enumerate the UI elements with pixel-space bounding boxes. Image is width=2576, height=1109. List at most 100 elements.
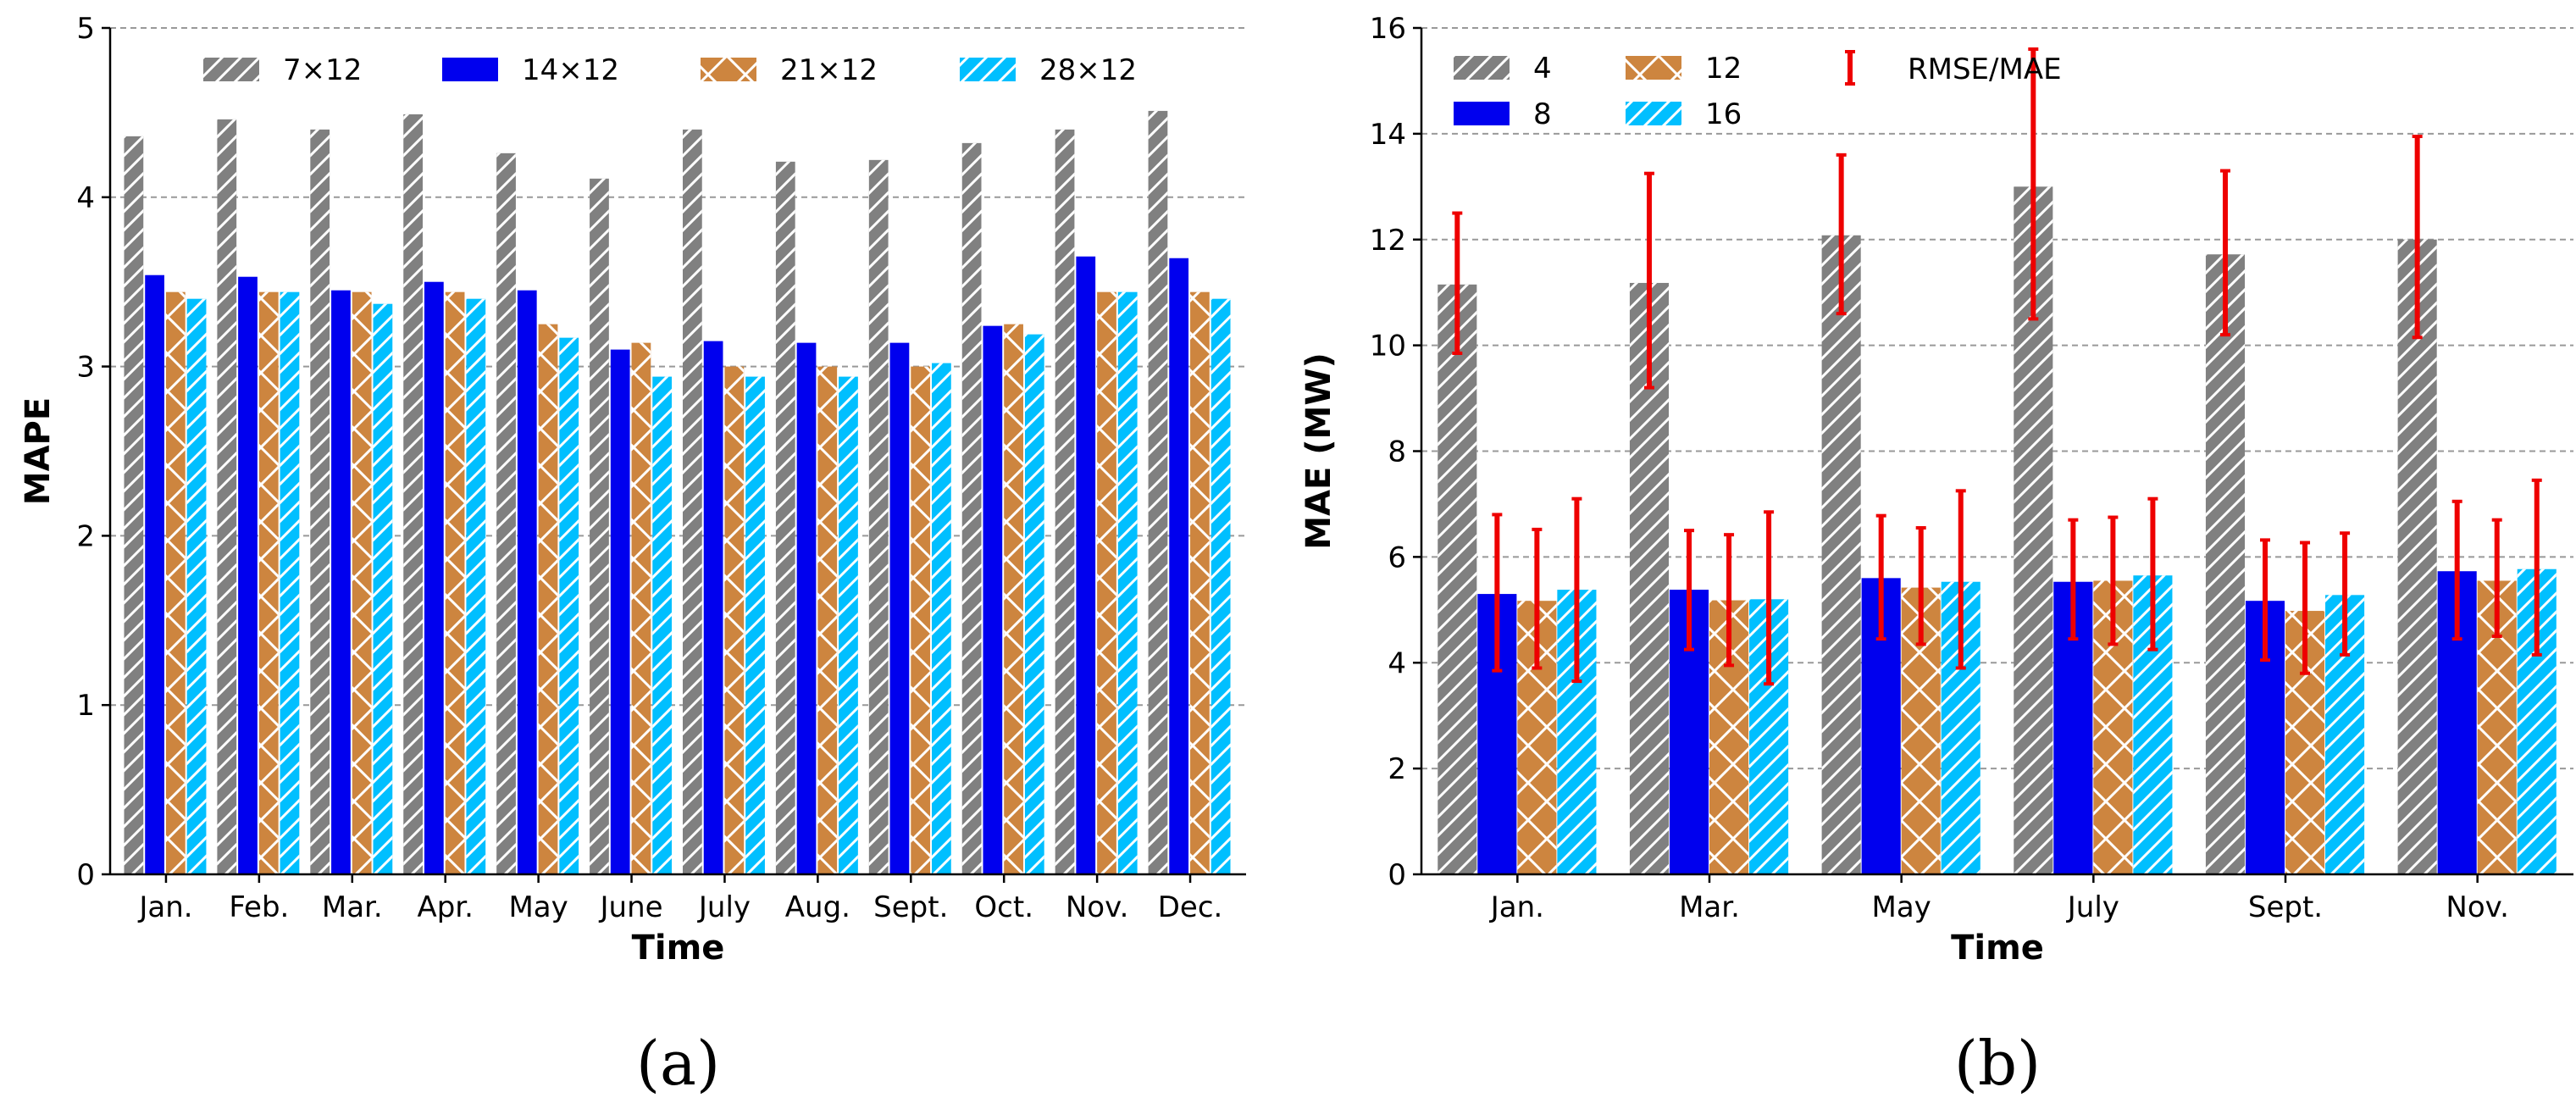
chart1-bar-4-Nov.-hatch (2397, 239, 2437, 874)
chart0-bar-14×12-Nov. (1076, 256, 1096, 875)
chart0-bar-21×12-Nov.-hatch (1097, 291, 1116, 874)
panel-a-chart: 0 1 2 3 4 5 Jan. Feb. Mar. Apr. May June July Aug. Sep… (19, 12, 1246, 1099)
chart0-xtick-label-7: Aug. (785, 890, 850, 924)
chart0-bar-7×12-July-hatch (682, 129, 702, 874)
chart1-xtick-label-5: Nov. (2446, 890, 2509, 924)
chart1-legend-label-4: 4 (1533, 52, 1552, 86)
chart1-ytick-label-7: 14 (1370, 118, 1406, 152)
chart1-ytick-label-5: 10 (1370, 330, 1406, 363)
chart0-bar-28×12-Aug.-hatch (839, 376, 858, 874)
chart0-bar-14×12-Feb. (238, 276, 258, 874)
chart1-ytick-label-6: 12 (1370, 224, 1406, 258)
chart0-xtick-label-9: Oct. (974, 890, 1033, 924)
chart0-panel-label: (a) (636, 1028, 720, 1099)
chart1-ytick-label-1: 2 (1388, 752, 1406, 786)
chart0-legend-label-28×12: 28×12 (1039, 53, 1137, 87)
chart1-xtick-label-3: July (2066, 890, 2119, 924)
chart0-bar-14×12-Sept. (889, 342, 910, 874)
chart1-ytick-label-0: 0 (1388, 858, 1406, 892)
chart1-panel-label: (b) (1954, 1028, 2041, 1099)
chart1-legend-swatch-4-hatch (1454, 56, 1510, 80)
chart0-bar-14×12-Oct. (983, 325, 1003, 874)
chart0-bar-21×12-Jan.-hatch (165, 291, 186, 874)
chart0-bar-7×12-Feb.-hatch (217, 119, 237, 875)
chart0-bar-21×12-Aug.-hatch (817, 366, 838, 875)
chart1-legend-swatch-16-hatch (1626, 102, 1681, 125)
chart0-bar-28×12-Dec.-hatch (1210, 298, 1231, 874)
chart0-bar-14×12-June (610, 349, 630, 874)
chart0-ytick-label-5: 5 (76, 12, 95, 46)
chart1-xtick-label-4: Sept. (2248, 890, 2323, 924)
chart0-legend-swatch-28×12-hatch (960, 58, 1016, 81)
chart1-bar-4-Jan.-hatch (1438, 284, 1477, 874)
chart1-legend-label-errorbar: RMSE/MAE (1908, 53, 2062, 86)
chart1-legend-label-8: 8 (1533, 97, 1552, 131)
chart0-bar-14×12-Aug. (796, 342, 817, 874)
chart0-xtick-label-0: Jan. (137, 890, 192, 924)
chart1-ytick-label-4: 8 (1388, 435, 1406, 469)
chart1-ytick-label-8: 16 (1370, 12, 1406, 46)
chart0-bar-21×12-Oct.-hatch (1004, 324, 1023, 874)
chart0-bar-7×12-Dec.-hatch (1148, 110, 1168, 875)
chart0-ytick-label-1: 1 (76, 689, 95, 723)
chart0-bar-14×12-May (517, 290, 537, 874)
chart0-bar-7×12-Oct.-hatch (961, 142, 982, 874)
chart0-bar-7×12-May-hatch (496, 152, 516, 875)
chart0-bar-7×12-Nov.-hatch (1055, 129, 1075, 874)
chart0-bar-14×12-Dec. (1169, 258, 1189, 874)
chart0-bar-28×12-July-hatch (745, 376, 765, 874)
chart0-bar-28×12-Nov.-hatch (1117, 291, 1138, 874)
chart0-bar-21×12-Mar.-hatch (352, 291, 372, 874)
chart0-xtick-label-5: June (599, 890, 663, 924)
chart0-bar-14×12-Mar. (331, 290, 351, 874)
chart0-legend-label-7×12: 7×12 (283, 53, 362, 87)
chart0-bar-14×12-Jan. (145, 274, 164, 874)
chart0-xtick-label-4: May (508, 890, 568, 924)
chart0-bar-14×12-July (703, 341, 723, 874)
chart0-bar-28×12-Apr.-hatch (466, 298, 486, 874)
chart1-legend-label-16: 16 (1705, 97, 1742, 131)
chart0-ytick-label-0: 0 (76, 858, 95, 892)
chart0-bar-7×12-Sept.-hatch (868, 159, 889, 874)
chart0-bar-21×12-Apr.-hatch (445, 291, 465, 874)
chart0-bar-14×12-Apr. (424, 281, 444, 874)
chart0-legend-label-14×12: 14×12 (522, 53, 619, 87)
chart0-bar-7×12-Mar.-hatch (310, 129, 330, 874)
chart0-xtick-label-2: Mar. (322, 890, 383, 924)
chart0-bar-7×12-June-hatch (590, 178, 609, 874)
chart0-xtick-label-8: Sept. (873, 890, 948, 924)
chart0-bar-28×12-Jan.-hatch (186, 298, 207, 874)
chart0-ytick-label-2: 2 (76, 519, 95, 553)
chart1-bar-4-Sept.-hatch (2205, 254, 2246, 874)
chart0-ytick-label-3: 3 (76, 351, 95, 385)
chart0-bar-21×12-July-hatch (724, 366, 745, 875)
chart0-ylabel: MAPE (19, 397, 58, 505)
chart0-bar-21×12-Dec.-hatch (1190, 291, 1210, 874)
chart0-bar-21×12-Sept.-hatch (911, 366, 931, 875)
chart0-bar-21×12-June-hatch (631, 342, 651, 874)
chart1-xtick-label-0: Jan. (1489, 890, 1544, 924)
chart0-legend-swatch-21×12-hatch (701, 58, 756, 81)
chart0-xtick-label-1: Feb. (229, 890, 289, 924)
chart0-bar-28×12-Sept.-hatch (932, 363, 951, 874)
chart0-bar-7×12-Apr.-hatch (403, 114, 423, 874)
chart1-legend-label-12: 12 (1705, 52, 1742, 86)
chart0-bar-28×12-Mar.-hatch (373, 303, 393, 874)
chart0-bar-28×12-Feb.-hatch (280, 291, 300, 874)
chart1-ytick-label-2: 4 (1388, 646, 1406, 680)
chart0-bar-21×12-May-hatch (538, 324, 558, 874)
chart1-legend-swatch-8 (1454, 102, 1510, 125)
chart1-xtick-label-1: Mar. (1679, 890, 1740, 924)
chart0-bar-28×12-Oct.-hatch (1024, 334, 1044, 874)
chart1-bar-4-May-hatch (1821, 235, 1861, 874)
chart0-bar-7×12-Jan.-hatch (124, 136, 144, 874)
chart1-legend-swatch-12-hatch (1626, 56, 1681, 80)
chart0-bar-7×12-Aug.-hatch (775, 161, 795, 875)
chart0-legend-swatch-7×12-hatch (203, 58, 259, 81)
chart0-xtick-label-11: Dec. (1158, 890, 1223, 924)
chart0-bar-28×12-May-hatch (559, 337, 579, 874)
chart1-ylabel: MAE (MW) (1299, 352, 1338, 550)
chart0-xtick-label-10: Nov. (1066, 890, 1129, 924)
chart0-ytick-label-4: 4 (76, 181, 95, 215)
